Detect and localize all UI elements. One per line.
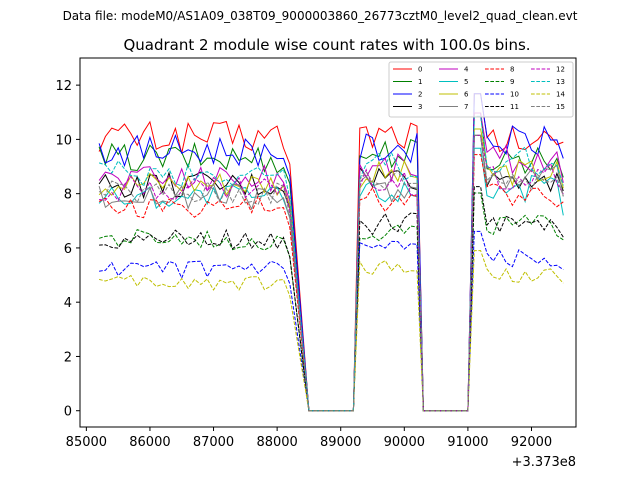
x-tick-label: 91000 — [447, 435, 488, 450]
x-tick-label: 92000 — [511, 435, 552, 450]
legend-label-9: 9 — [510, 78, 514, 86]
legend-label-6: 6 — [464, 91, 469, 99]
plot-area — [79, 57, 577, 428]
series-line-9 — [98, 192, 564, 412]
x-tick-label: 85000 — [66, 435, 107, 450]
x-tick-label: 89000 — [320, 435, 361, 450]
data-file-subtitle: Data file: modeM0/AS1A09_038T09_90000038… — [63, 9, 578, 23]
x-tick-label: 86000 — [129, 435, 170, 450]
series-line-0 — [98, 93, 564, 412]
y-tick-label: 2 — [64, 350, 72, 365]
y-tick-label: 12 — [55, 79, 72, 94]
legend-label-14: 14 — [556, 91, 565, 99]
y-tick-label: 4 — [64, 296, 72, 311]
y-tick-label: 8 — [64, 188, 72, 203]
legend-label-10: 10 — [510, 91, 519, 99]
series-line-10 — [99, 230, 564, 412]
legend-label-3: 3 — [418, 103, 422, 111]
series-line-12 — [99, 134, 564, 412]
legend-label-4: 4 — [464, 66, 469, 74]
y-tick-label: 0 — [64, 405, 72, 420]
series-line-2 — [98, 93, 564, 412]
legend-label-5: 5 — [464, 78, 468, 86]
y-tick-label: 6 — [64, 242, 72, 257]
legend-label-15: 15 — [556, 103, 565, 111]
y-tick-label: 10 — [55, 133, 72, 148]
legend-label-2: 2 — [418, 91, 422, 99]
legend-label-1: 1 — [418, 78, 422, 86]
x-offset-label: +3.373e8 — [512, 455, 576, 470]
series-line-6 — [98, 128, 564, 412]
legend-label-11: 11 — [510, 103, 519, 111]
legend-label-12: 12 — [556, 66, 565, 74]
series-line-5 — [98, 147, 564, 412]
series-layer — [98, 93, 564, 412]
x-axis: 85000 86000 87000 88000 89000 90000 91000 92000 — [66, 427, 552, 450]
series-line-13 — [98, 115, 564, 412]
y-axis: 0 2 4 6 8 10 12 — [55, 79, 80, 420]
series-line-11 — [99, 186, 564, 412]
plot-frame — [79, 57, 577, 428]
legend-frame — [388, 61, 574, 118]
legend-label-0: 0 — [418, 66, 422, 74]
chart-title: Quadrant 2 module wise count rates with … — [123, 36, 530, 54]
x-tick-label: 90000 — [384, 435, 425, 450]
legend-label-13: 13 — [556, 78, 565, 86]
x-tick-label: 87000 — [193, 435, 234, 450]
series-line-8 — [98, 154, 564, 412]
series-line-15 — [98, 134, 564, 412]
legend-label-7: 7 — [464, 103, 468, 111]
legend-label-8: 8 — [510, 66, 514, 74]
x-tick-label: 88000 — [256, 435, 297, 450]
series-line-14 — [98, 250, 564, 412]
